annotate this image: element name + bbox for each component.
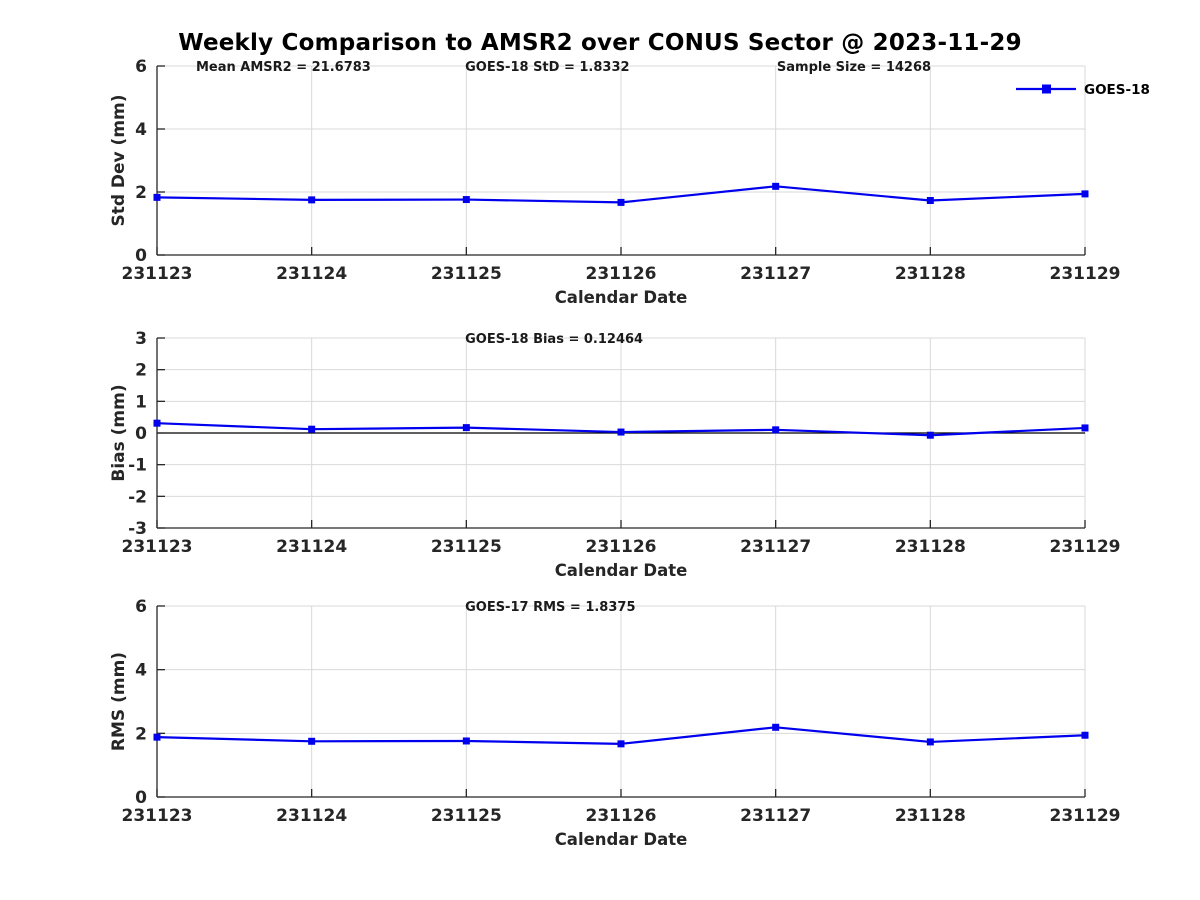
x-tick-label: 231128 (895, 264, 966, 284)
x-tick-label: 231125 (431, 537, 502, 557)
x-tick-label: 231129 (1050, 264, 1121, 284)
data-point-marker (153, 193, 161, 201)
x-axis-label: Calendar Date (555, 288, 688, 307)
data-point-marker (1081, 190, 1089, 198)
y-tick-label: 0 (135, 424, 147, 444)
x-tick-label: 231124 (276, 264, 347, 284)
x-axis-label: Calendar Date (555, 561, 688, 580)
x-tick-label: 231129 (1050, 537, 1121, 557)
annotation-rms: GOES-17 RMS = 1.8375 (465, 600, 635, 615)
data-point-marker (772, 182, 780, 190)
x-tick-label: 231129 (1050, 806, 1121, 826)
x-tick-label: 231127 (740, 537, 811, 557)
data-point-marker (926, 738, 934, 746)
subplot-std-dev: 0 2 4 6 231123 231124 231125 231126 231127 231128… (109, 57, 1150, 307)
x-tick-label: 231127 (740, 264, 811, 284)
data-point-marker (617, 198, 625, 206)
subplot-rms: 0 2 4 6 231123 231124 231125 231126 231127 231128… (109, 597, 1120, 849)
annotation-std-dev: GOES-18 StD = 1.8332 (465, 60, 629, 75)
data-point-marker (308, 737, 316, 745)
y-axis-label: Std Dev (mm) (109, 94, 129, 226)
x-tick-label: 231124 (276, 806, 347, 826)
data-point-marker (926, 197, 934, 205)
data-point-marker (617, 428, 625, 436)
data-point-marker (772, 426, 780, 434)
y-tick-label: 2 (135, 724, 147, 744)
data-point-marker (153, 419, 161, 427)
x-tick-label: 231126 (586, 264, 657, 284)
data-point-marker (308, 196, 316, 204)
x-tick-label: 231125 (431, 806, 502, 826)
data-point-marker (308, 425, 316, 433)
x-tick-label: 231123 (122, 806, 193, 826)
x-tick-label: 231124 (276, 537, 347, 557)
chart-title: Weekly Comparison to AMSR2 over CONUS Se… (178, 30, 1022, 56)
y-tick-label: -1 (128, 456, 147, 476)
data-point-marker (462, 737, 470, 745)
y-tick-label: -2 (128, 487, 147, 507)
data-point-marker (926, 431, 934, 439)
y-axis-label: Bias (mm) (109, 384, 129, 481)
y-tick-label: 0 (135, 788, 147, 808)
x-tick-label: 231126 (586, 537, 657, 557)
y-tick-label: 4 (135, 661, 147, 681)
legend: GOES-18 (1016, 82, 1150, 98)
y-tick-label: 0 (135, 246, 147, 266)
x-tick-label: 231126 (586, 806, 657, 826)
data-point-marker (153, 733, 161, 741)
subplot-bias: -3 -2 -1 0 1 2 3 231123 231124 231125 231126 231127… (109, 329, 1120, 580)
annotation-bias: GOES-18 Bias = 0.12464 (465, 332, 643, 347)
legend-marker-icon (1042, 84, 1051, 94)
data-point-marker (772, 723, 780, 731)
x-axis-label: Calendar Date (555, 830, 688, 849)
y-tick-label: 6 (135, 57, 147, 77)
x-tick-label: 231123 (122, 537, 193, 557)
y-tick-label: 2 (135, 361, 147, 381)
y-tick-label: 1 (135, 392, 147, 412)
x-tick-label: 231127 (740, 806, 811, 826)
annotation-std-dev: Sample Size = 14268 (777, 60, 931, 75)
y-axis-label: RMS (mm) (109, 652, 129, 751)
annotation-std-dev: Mean AMSR2 = 21.6783 (196, 60, 371, 75)
data-point-marker (617, 740, 625, 748)
data-point-marker (462, 424, 470, 432)
y-tick-label: 2 (135, 183, 147, 203)
legend-label: GOES-18 (1084, 82, 1150, 98)
y-tick-label: 3 (135, 329, 147, 349)
data-point-marker (1081, 731, 1089, 739)
x-tick-label: 231123 (122, 264, 193, 284)
x-tick-label: 231128 (895, 537, 966, 557)
data-point-marker (1081, 424, 1089, 432)
y-tick-label: 4 (135, 120, 147, 140)
data-point-marker (462, 196, 470, 204)
y-tick-label: 6 (135, 597, 147, 617)
x-tick-label: 231125 (431, 264, 502, 284)
x-tick-label: 231128 (895, 806, 966, 826)
y-tick-label: -3 (128, 519, 147, 539)
